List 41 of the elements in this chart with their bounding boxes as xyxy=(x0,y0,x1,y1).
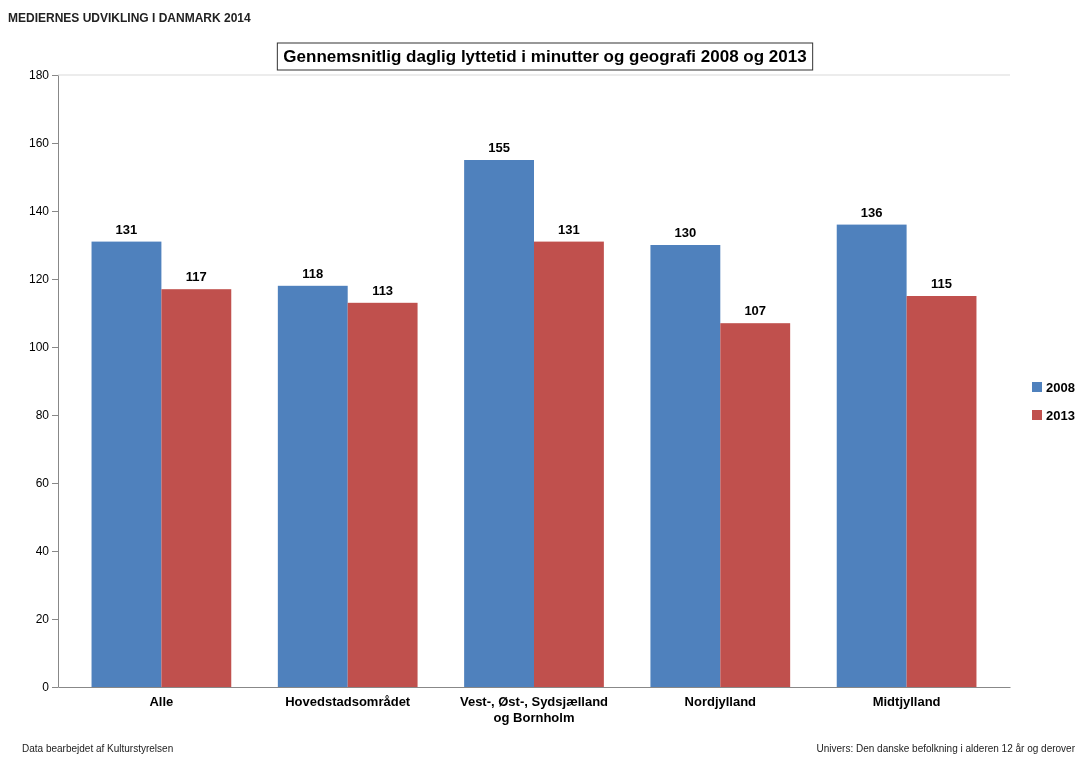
y-tick-label: 60 xyxy=(35,476,50,491)
data-label: 113 xyxy=(372,282,394,298)
bar xyxy=(650,245,721,687)
y-tick-label: 20 xyxy=(35,612,50,627)
legend-label: 2013 xyxy=(1046,408,1075,423)
x-tick-label: Alle xyxy=(149,694,174,710)
bar xyxy=(464,160,534,687)
data-label: 117 xyxy=(185,269,207,285)
y-tick-label: 160 xyxy=(28,136,50,151)
chart-title: Gennemsnitlig daglig lyttetid i minutter og geografi 2008 og 2013 xyxy=(283,47,807,66)
y-tick-label: 40 xyxy=(35,544,50,559)
y-tick-label: 120 xyxy=(28,272,50,287)
data-label: 107 xyxy=(744,303,767,319)
y-tick-label: 140 xyxy=(28,204,50,219)
x-tick-label: Midtjylland xyxy=(872,694,941,710)
data-label: 131 xyxy=(115,221,138,237)
bar xyxy=(347,302,418,687)
data-label: 118 xyxy=(302,265,324,281)
x-tick-label: Nordjylland xyxy=(684,694,757,710)
data-label: 131 xyxy=(558,221,580,237)
y-tick-label: 0 xyxy=(42,680,50,695)
x-tick-label: Vest-, Øst-, Sydsjælland og Bornholm xyxy=(459,694,609,725)
bar xyxy=(534,241,604,687)
data-label: 136 xyxy=(860,204,883,220)
y-tick-label: 80 xyxy=(35,408,50,423)
data-label: 115 xyxy=(931,276,953,291)
bar xyxy=(720,323,791,687)
bar xyxy=(161,289,232,687)
x-tick-label: Hovedstadsområdet xyxy=(285,694,411,710)
bar xyxy=(91,241,162,687)
bar xyxy=(906,296,977,687)
text: MEDIERNES UDVIKLING I DANMARK 2014 xyxy=(8,11,252,25)
text: Data bearbejdet af Kulturstyrelsen xyxy=(22,743,174,754)
text: Univers: Den danske befolkning i alderen 12 år og derover xyxy=(816,743,1076,754)
data-label: 155 xyxy=(488,140,510,155)
bar xyxy=(836,224,907,687)
y-tick-label: 100 xyxy=(28,340,50,355)
y-tick-label: 180 xyxy=(28,68,50,83)
bar xyxy=(277,285,348,687)
legend-label: 2008 xyxy=(1046,380,1075,395)
data-label: 130 xyxy=(674,225,697,240)
